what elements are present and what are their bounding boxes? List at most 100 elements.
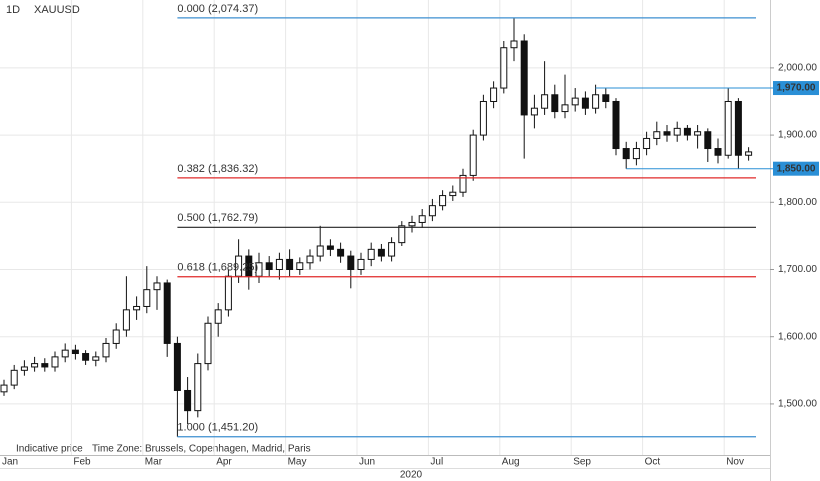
candle-body <box>51 356 59 368</box>
candle-body <box>143 289 151 307</box>
candle-body <box>581 97 589 109</box>
candle-body <box>388 242 396 257</box>
level-tag <box>773 161 819 176</box>
candle-body <box>102 342 110 358</box>
year: 2020 <box>400 470 423 481</box>
candle-body <box>224 275 232 311</box>
x-tick-label: Oct <box>645 457 661 468</box>
candle-body <box>571 97 579 106</box>
y-tick-label: 1,500.00 <box>778 399 817 410</box>
candle-body <box>694 131 702 136</box>
candle-body <box>163 282 171 344</box>
candle-body <box>683 127 691 136</box>
candle-body <box>367 248 375 260</box>
x-tick-label: Nov <box>726 457 744 468</box>
x-tick-label: Jan <box>2 457 18 468</box>
candle-body <box>561 104 569 113</box>
candle-body <box>153 282 161 291</box>
candle-body <box>510 40 518 49</box>
candle-body <box>643 137 651 150</box>
y-tick-label: 1,600.00 <box>778 331 817 342</box>
candle-body <box>469 134 477 176</box>
candle-body <box>286 258 294 271</box>
candle-body <box>71 349 79 355</box>
candle-body <box>204 322 212 365</box>
y-tick-label: 1,900.00 <box>778 130 817 141</box>
candle-body <box>316 245 324 257</box>
x-tick-label: Mar <box>145 457 163 468</box>
fib-label: 0.500 (1,762.79) <box>177 212 258 224</box>
candle-body <box>347 255 355 271</box>
candle-body <box>306 255 314 264</box>
candle-body <box>745 151 753 156</box>
fib-label: 1.000 (1,451.20) <box>177 422 258 434</box>
candle-body <box>31 363 39 368</box>
symbol: XAUUSD <box>34 4 80 16</box>
candle-body <box>61 349 69 358</box>
candle-body <box>551 94 559 113</box>
candle-body <box>500 47 508 89</box>
candle-body <box>122 309 130 331</box>
candle-body <box>602 94 610 102</box>
x-tick-label: Sep <box>573 457 591 468</box>
candle-body <box>408 221 416 227</box>
candle-body <box>632 148 640 160</box>
y-tick-label: 1,800.00 <box>778 197 817 208</box>
candle-body <box>541 94 549 109</box>
y-tick-label: 1,700.00 <box>778 264 817 275</box>
fib-label: 0.618 (1,689.25) <box>177 262 258 274</box>
fib-label: 0.382 (1,836.32) <box>177 163 258 175</box>
candle-body <box>724 100 732 156</box>
candle-body <box>296 262 304 271</box>
timezone: Time Zone: Brussels, Copenhagen, Madrid,… <box>92 444 311 455</box>
candle-body <box>265 262 273 271</box>
candle-body <box>275 258 283 271</box>
candle-body <box>673 127 681 136</box>
candle-body <box>377 248 385 257</box>
candle-body <box>704 131 712 150</box>
candle-body <box>663 131 671 136</box>
candle-body <box>357 258 365 271</box>
candle-body <box>622 148 630 160</box>
candle-body <box>173 342 181 391</box>
candle-body <box>194 363 202 412</box>
candle-body <box>592 94 600 109</box>
x-tick-label: Apr <box>216 457 232 468</box>
candle-body <box>41 363 49 368</box>
interval: 1D <box>6 4 20 16</box>
candle-body <box>214 309 222 324</box>
candle-body <box>337 248 345 257</box>
candle-body <box>459 174 467 193</box>
level-label: 1,850.00 <box>777 163 816 174</box>
candle-body <box>612 100 620 150</box>
candle-body <box>92 356 100 361</box>
level-label: 1,970.00 <box>777 83 816 94</box>
candle-body <box>490 87 498 102</box>
candle-body <box>418 215 426 223</box>
candle-body <box>326 245 334 250</box>
x-tick-label: Feb <box>73 457 91 468</box>
candle-body <box>520 40 528 116</box>
candle-body <box>530 107 538 116</box>
candle-body <box>428 205 436 217</box>
candle-body <box>10 369 18 386</box>
fib-label: 0.000 (2,074.37) <box>177 3 258 15</box>
candle-body <box>439 195 447 207</box>
x-tick-label: May <box>288 457 307 468</box>
y-tick-label: 2,000.00 <box>778 63 817 74</box>
level-tag <box>773 81 819 96</box>
candle-body <box>133 305 141 311</box>
candle-body <box>112 329 120 344</box>
candle-body <box>653 131 661 139</box>
candle-body <box>479 100 487 136</box>
x-tick-label: Aug <box>502 457 520 468</box>
candle-body <box>398 225 406 244</box>
candle-body <box>184 389 192 412</box>
candle-body <box>82 353 90 361</box>
candle-body <box>734 100 742 156</box>
note: Indicative price <box>16 444 83 455</box>
x-tick-label: Jul <box>430 457 443 468</box>
x-tick-label: Jun <box>359 457 375 468</box>
candle-body <box>714 148 722 156</box>
candle-body <box>449 191 457 197</box>
